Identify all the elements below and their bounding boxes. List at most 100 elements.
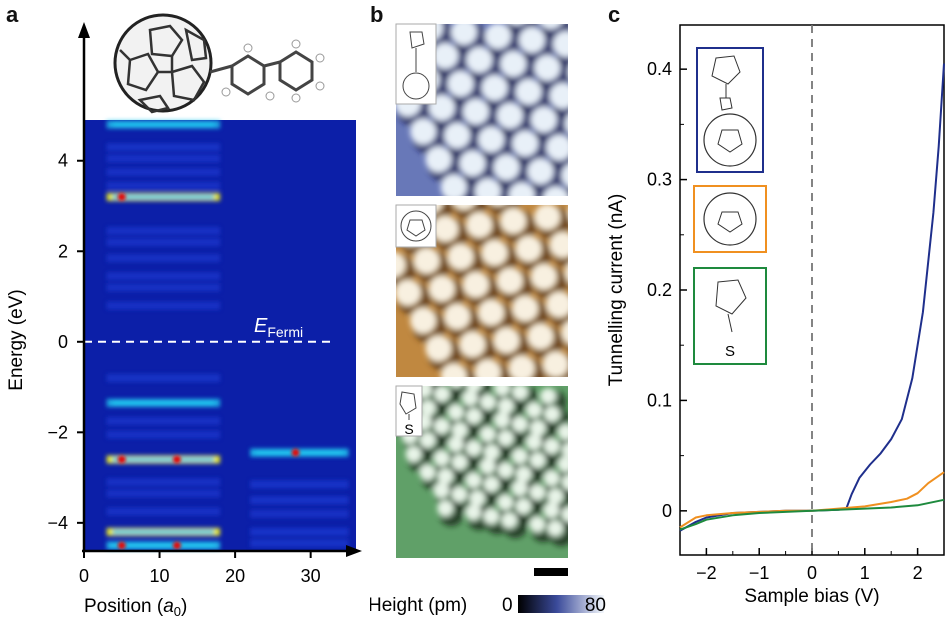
stm-blob-0-35 [527, 158, 554, 185]
stm-blob-0-2 [572, 7, 598, 33]
s-label-c: S [725, 343, 735, 360]
panel-b-images: S Height (pm) 0 80 [370, 7, 606, 616]
energy-band-core-16 [112, 457, 214, 462]
stm-blob-2-64 [561, 506, 568, 523]
stm-blob-2-48 [543, 470, 560, 487]
inset-molecule-b3: S [395, 385, 423, 437]
panel-c-chart: −2 −1 0 1 2 0 0.1 0.2 0.3 0.4 S Sample bias (V) T… [606, 24, 945, 607]
stm-blob-1-21 [564, 264, 568, 282]
stm-blob-1-7 [500, 207, 527, 234]
stm-blob-2-66 [465, 504, 482, 521]
energy-band-8 [106, 254, 220, 263]
stm-shadow-2-41 [578, 462, 602, 486]
iv-curve-2 [679, 498, 945, 531]
stm-blob-2-12 [498, 398, 514, 414]
stm-blob-0-17 [447, 70, 474, 97]
stm-blob-0-20 [549, 82, 568, 109]
energy-band-10 [106, 283, 220, 292]
y-tick-label-a-4: 4 [58, 151, 68, 171]
x-tick-label-a-0: 0 [79, 566, 89, 586]
energy-band-core-13 [112, 400, 214, 405]
stm-blob-1-11 [413, 247, 440, 274]
stm-blob-2-31 [543, 438, 560, 455]
energy-band-9 [106, 272, 220, 281]
energy-band-core-20 [112, 529, 214, 534]
x-tick-label-a-20: 20 [225, 566, 245, 586]
stm-blob-1-18 [462, 271, 489, 298]
stm-blob-2-30 [525, 434, 542, 451]
stm-shadow-0-36 [563, 169, 568, 193]
energy-band-core-5 [112, 194, 214, 199]
stm-blob-2-13 [526, 402, 542, 418]
hotspot-3 [291, 448, 300, 457]
stm-blob-1-24 [478, 299, 505, 326]
stm-blob-0-11 [466, 46, 493, 73]
stm-blob-0-39 [508, 182, 535, 196]
colorbar-min: 0 [502, 595, 513, 616]
stm-blob-1-30 [527, 323, 554, 350]
stm-blob-1-9 [568, 200, 594, 226]
stm-shadow-1-21 [566, 272, 568, 285]
y-tick-label-c-0: 0 [662, 501, 672, 521]
y-tick-label-a-0: −4 [47, 513, 68, 533]
y-tick-label-c-1: 0.1 [647, 390, 672, 410]
colorbar-max: 80 [585, 595, 606, 616]
stm-blob-2-63 [543, 502, 560, 519]
inset-molecule-b1 [395, 23, 437, 105]
stm-blob-2-53 [483, 476, 500, 493]
stm-blob-2-70 [547, 520, 564, 537]
stm-blob-2-19 [465, 408, 482, 425]
stm-blob-2-20 [493, 412, 510, 429]
energy-band-19 [106, 507, 220, 516]
y-tick-label-a-1: −2 [47, 422, 68, 442]
stm-blob-0-31 [546, 134, 568, 161]
stm-image-c60-derivative [396, 7, 598, 196]
y-axis-arrow-a [78, 22, 90, 38]
stm-blob-0-32 [425, 146, 452, 173]
stm-blob-2-2 [450, 386, 462, 388]
stm-blob-2-46 [497, 462, 514, 479]
stm-blob-0-8 [553, 31, 568, 57]
stm-blob-2-29 [497, 430, 514, 447]
stm-shadow-1-31 [563, 326, 568, 350]
stm-blob-2-59 [451, 486, 468, 503]
stm-blob-0-37 [440, 174, 467, 196]
stm-blob-0-6 [485, 24, 511, 49]
stm-blob-1-17 [428, 275, 455, 302]
stm-blob-0-23 [462, 98, 489, 125]
y-tick-label-a-3: 2 [58, 241, 68, 261]
stm-blob-2-55 [529, 484, 546, 501]
stm-blob-1-10 [396, 252, 406, 278]
hotspot-2 [117, 455, 126, 464]
stm-blob-1-16 [396, 279, 421, 306]
stm-blob-2-40 [557, 456, 568, 473]
energy-band-12 [106, 374, 220, 382]
panel-letter-c: c [608, 2, 621, 27]
energy-band-17 [106, 478, 220, 487]
stm-blob-0-33 [459, 150, 486, 177]
stm-blob-2-44 [451, 454, 468, 471]
stm-blob-1-13 [481, 239, 508, 266]
s-label-b: S [404, 421, 413, 437]
stm-image-cage-thiol [396, 386, 602, 558]
stm-blob-1-6 [466, 211, 493, 238]
stm-blob-0-40 [543, 186, 568, 196]
stm-blob-2-67 [483, 508, 500, 525]
stm-blob-2-71 [575, 524, 591, 540]
x-axis-label-a: Position (a0) [84, 596, 187, 619]
y-tick-label-c-4: 0.4 [647, 59, 672, 79]
stm-blob-2-57 [576, 492, 592, 508]
stm-blob-1-27 [425, 335, 452, 362]
stm-blob-0-26 [564, 115, 568, 133]
colorbar-label: Height (pm) [370, 595, 467, 616]
fermi-label: EFermi [254, 315, 303, 340]
energy-band-27 [250, 539, 349, 548]
stm-blob-1-5 [432, 215, 459, 242]
x-axis-label-c: Sample bias (V) [744, 586, 879, 607]
molecule-illustration-a [113, 13, 325, 114]
stm-shadow-0-26 [566, 123, 568, 136]
stm-blob-0-34 [493, 154, 520, 181]
stm-blob-0-1 [540, 24, 562, 30]
hotspot-5 [172, 541, 181, 550]
scale-bar [534, 568, 568, 576]
